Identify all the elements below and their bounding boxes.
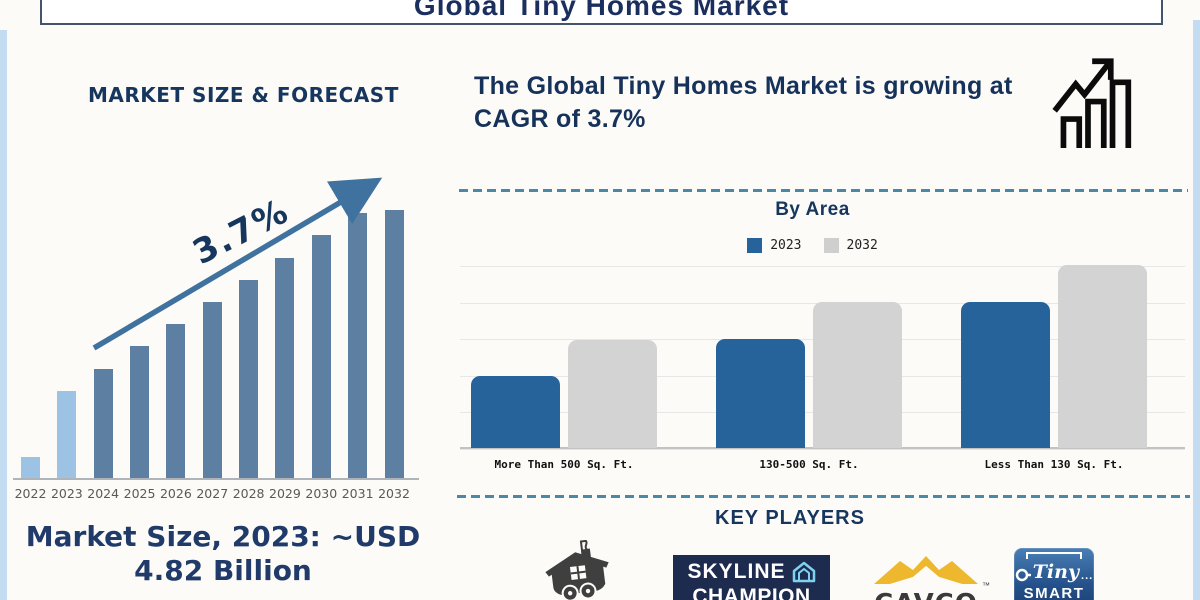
by-area-bar-2023-group2 bbox=[716, 339, 805, 448]
legend-swatch-2023 bbox=[747, 237, 763, 253]
forecast-bar-2022 bbox=[21, 457, 40, 478]
year-label-2028: 2028 bbox=[232, 486, 265, 501]
cavco-trademark: ™ bbox=[982, 581, 990, 590]
forecast-bar-2025 bbox=[130, 346, 150, 478]
gridline bbox=[460, 266, 1185, 267]
by-area-chart bbox=[460, 265, 1185, 450]
year-axis-labels: 2022 2023 2024 2025 2026 2027 2028 2029 2030 2031… bbox=[15, 486, 420, 502]
legend-item-2023: 2023 bbox=[747, 237, 802, 253]
by-area-baseline bbox=[460, 447, 1185, 449]
market-size-caption: Market Size, 2023: ~USD 4.82 Billion bbox=[8, 520, 438, 588]
growth-chart-icon bbox=[1052, 58, 1132, 148]
year-label-2022: 2022 bbox=[14, 486, 47, 501]
market-size-line2: 4.82 Billion bbox=[134, 554, 312, 587]
growth-trend-arrow bbox=[92, 177, 383, 351]
year-label-2024: 2024 bbox=[87, 486, 120, 501]
by-area-legend: 2023 2032 bbox=[450, 237, 1175, 253]
cavco-logo: CAVCO ™ bbox=[866, 553, 990, 600]
year-label-2031: 2031 bbox=[341, 486, 374, 501]
smart-wordmark: SMART bbox=[1023, 585, 1085, 600]
by-area-bar-2032-group2 bbox=[813, 302, 902, 448]
market-size-forecast-heading: MARKET SIZE & FORECAST bbox=[88, 83, 399, 107]
headline-line1: The Global Tiny Homes Market is growing … bbox=[474, 72, 1013, 100]
legend-label-2032: 2032 bbox=[846, 237, 878, 253]
headline-line2: CAGR of 3.7% bbox=[474, 105, 646, 133]
x-axis-line bbox=[13, 478, 419, 480]
forecast-bar-2023 bbox=[57, 391, 77, 478]
year-label-2025: 2025 bbox=[123, 486, 156, 501]
tiny-dots: ... bbox=[1081, 570, 1094, 582]
year-label-2023: 2023 bbox=[50, 486, 83, 501]
year-label-2027: 2027 bbox=[196, 486, 229, 501]
right-edge-stripe bbox=[1193, 20, 1200, 600]
skyline-house-icon bbox=[792, 561, 815, 583]
category-label-3: Less Than 130 Sq. Ft. bbox=[984, 458, 1124, 471]
forecast-bar-2027 bbox=[202, 302, 222, 478]
category-label-1: More Than 500 Sq. Ft. bbox=[494, 458, 634, 471]
year-label-2026: 2026 bbox=[159, 486, 192, 501]
title-box: Global Tiny Homes Market bbox=[40, 0, 1163, 25]
market-size-forecast-chart bbox=[13, 195, 420, 480]
forecast-bar-2032 bbox=[384, 210, 404, 478]
skyline-champion-logo: SKYLINE CHAMPION bbox=[673, 555, 830, 600]
by-area-bar-2032-group3 bbox=[1058, 265, 1147, 448]
legend-item-2032: 2032 bbox=[823, 237, 878, 253]
page-title: Global Tiny Homes Market bbox=[413, 0, 790, 21]
market-size-line1: Market Size, 2023: ~USD bbox=[25, 520, 421, 553]
gridline bbox=[460, 449, 1185, 450]
year-label-2029: 2029 bbox=[269, 486, 301, 501]
headline: The Global Tiny Homes Market is growing … bbox=[474, 70, 1074, 136]
forecast-bar-2024 bbox=[93, 369, 113, 478]
year-label-2032: 2032 bbox=[378, 486, 410, 501]
key-icon bbox=[1015, 568, 1031, 582]
tiny-house-on-wheels-icon bbox=[545, 540, 609, 600]
by-area-bar-2023-group1 bbox=[471, 376, 560, 448]
forecast-bar-2029 bbox=[275, 258, 295, 478]
legend-label-2023: 2023 bbox=[770, 237, 802, 253]
by-area-title: By Area bbox=[775, 199, 850, 220]
tiny-wordmark: Tiny bbox=[1032, 561, 1080, 583]
by-area-bar-2023-group3 bbox=[961, 302, 1050, 448]
by-area-bar-2032-group1 bbox=[568, 340, 657, 448]
forecast-bar-2028 bbox=[239, 280, 259, 478]
skyline-wordmark: SKYLINE bbox=[687, 560, 786, 583]
category-label-2: 130-500 Sq. Ft. bbox=[759, 458, 859, 471]
left-edge-stripe bbox=[0, 30, 7, 600]
dashed-divider-top bbox=[459, 189, 1188, 192]
forecast-bar-2031 bbox=[348, 213, 368, 478]
tiny-smart-roof-icon bbox=[1026, 552, 1082, 559]
forecast-bar-2030 bbox=[311, 235, 331, 478]
by-area-category-labels: More Than 500 Sq. Ft. 130-500 Sq. Ft. Less… bbox=[460, 458, 1185, 474]
cavco-mountain-icon bbox=[874, 556, 978, 584]
dashed-divider-bottom bbox=[457, 495, 1190, 498]
tiny-smart-homes-logo: Tiny ... SMART bbox=[1014, 548, 1094, 600]
champion-wordmark: CHAMPION bbox=[692, 585, 811, 600]
forecast-bar-2026 bbox=[166, 324, 186, 478]
year-label-2030: 2030 bbox=[305, 486, 338, 501]
legend-swatch-2032 bbox=[823, 237, 839, 253]
cavco-wordmark: CAVCO bbox=[866, 591, 986, 600]
key-players-heading: KEY PLAYERS bbox=[715, 507, 865, 529]
